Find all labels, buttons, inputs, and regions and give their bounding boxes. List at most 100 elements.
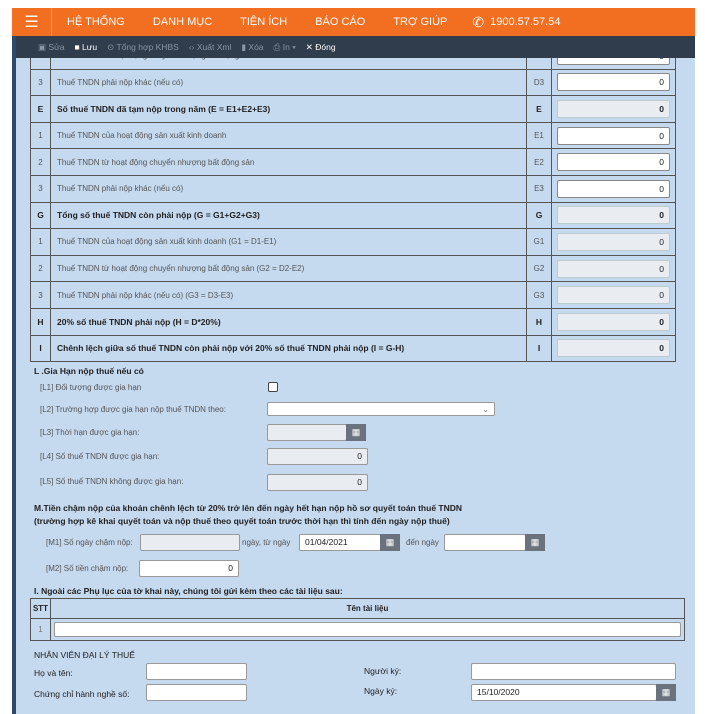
agent-name-label: Họ và tên: <box>34 668 73 678</box>
table-row: 2 Thuế TNDN từ hoạt động chuyển nhượng b… <box>30 148 676 176</box>
print-label: In <box>282 41 290 52</box>
menu-he-thong[interactable]: HỆ THỐNG <box>67 16 125 28</box>
calendar-icon[interactable]: ▦ <box>525 534 545 551</box>
code-icon: ‹› <box>188 42 195 52</box>
row-code: G <box>526 201 552 230</box>
to-date-input[interactable] <box>444 534 526 551</box>
export-xml-button[interactable]: ‹› Xuất Xml <box>189 42 232 52</box>
row-label: Thuế TNDN từ hoạt động chuyển nhượng bất… <box>50 148 527 176</box>
cert-input[interactable] <box>146 684 247 701</box>
calendar-icon[interactable]: ▦ <box>346 424 366 441</box>
phone-number: 1900.57.57.54 <box>490 16 561 28</box>
l3-label: [L3] Thời hạn được gia hạn: <box>40 428 140 437</box>
docs-title: I. Ngoài các Phụ lục của tờ khai này, ch… <box>34 586 343 596</box>
agent-name-input[interactable] <box>146 663 247 680</box>
row-value-input[interactable]: 0 <box>557 339 670 358</box>
row-label: Thuế TNDN phải nộp khác (nếu có) <box>50 174 527 203</box>
menu-tro-giup[interactable]: TRỢ GIÚP <box>393 16 448 28</box>
row-no: I <box>30 334 51 363</box>
row-value-input[interactable]: 0 <box>557 312 670 331</box>
calendar-icon[interactable]: ▦ <box>380 534 400 551</box>
chevron-down-icon: ⌄ <box>481 404 489 414</box>
row-value-input[interactable]: 0 <box>557 179 670 198</box>
row-value-input[interactable]: 0 <box>557 153 670 172</box>
sign-date-label: Ngày ký: <box>364 686 398 696</box>
m1-input[interactable] <box>140 534 240 551</box>
delete-button[interactable]: ▮ Xóa <box>241 42 263 53</box>
l5-input[interactable]: 0 <box>267 474 368 491</box>
col-stt: STT <box>30 598 51 619</box>
row-code: E2 <box>526 148 552 176</box>
row-no: 3 <box>30 174 51 203</box>
row-code: D3 <box>526 68 552 97</box>
table-row: H 20% số thuế TNDN phải nộp (H = D*20%) … <box>30 307 676 336</box>
menu-tien-ich[interactable]: TIỆN ÍCH <box>240 16 288 28</box>
row-value-input[interactable]: 0 <box>557 99 670 118</box>
save-icon: ■ <box>74 42 80 52</box>
menu-danh-muc[interactable]: DANH MỤC <box>152 16 213 28</box>
row-code: E <box>526 95 552 123</box>
table-row: 3 Thuế TNDN phải nộp khác (nếu có) E3 0 <box>30 174 676 203</box>
m1-label: [M1] Số ngày chậm nộp: <box>46 538 133 547</box>
doc-name-input[interactable] <box>54 622 681 637</box>
l1-checkbox[interactable] <box>268 382 278 392</box>
menu-bao-cao[interactable]: BÁO CÁO <box>315 16 366 28</box>
caret-down-icon: ▾ <box>292 41 296 52</box>
calendar-icon[interactable]: ▦ <box>656 684 676 701</box>
from-date-input[interactable]: 01/04/2021 <box>299 534 381 551</box>
table-row: 3 Thuế TNDN phải nộp khác (nếu có) (G3 =… <box>30 281 676 309</box>
hamburger-menu-icon[interactable]: ☰ <box>12 8 52 36</box>
row-code: I <box>526 334 552 363</box>
print-button[interactable]: ⎙ In ▾ <box>274 42 296 53</box>
save-button[interactable]: ■ Lưu <box>75 42 98 52</box>
sign-date-input[interactable]: 15/10/2020 <box>471 684 657 701</box>
row-value-input[interactable]: 0 <box>557 206 670 225</box>
close-label: Đóng <box>315 41 336 52</box>
row-code: G3 <box>526 281 552 309</box>
table-row: 3 Thuế TNDN phải nộp khác (nếu có) D3 0 <box>30 68 676 97</box>
row-label: Số thuế TNDN đã tạm nộp trong năm (E = E… <box>50 95 527 123</box>
l5-label: [L5] Số thuế TNDN không được gia hạn: <box>40 477 184 486</box>
l1-label: [L1] Đối tượng được gia hạn <box>40 383 142 392</box>
row-label: Thuế TNDN từ hoạt động chuyển nhượng bất… <box>50 254 527 283</box>
doc-row-no: 1 <box>30 618 51 641</box>
row-value-input[interactable]: 0 <box>557 286 670 305</box>
row-no: 3 <box>30 68 51 97</box>
to-label: đến ngày <box>406 538 439 547</box>
l4-input[interactable]: 0 <box>267 448 368 465</box>
summary-label: Tổng hợp KHBS <box>116 41 179 52</box>
row-value-input[interactable]: 0 <box>557 73 670 92</box>
row-no: 2 <box>30 254 51 283</box>
row-value-input[interactable]: 0 <box>557 126 670 145</box>
row-value-input[interactable]: 0 <box>557 259 670 278</box>
row-no: 1 <box>30 121 51 150</box>
toolbar: ▣ Sửa ■ Lưu ⊙ Tổng hợp KHBS ‹› Xuất Xml … <box>16 36 695 58</box>
agent-title: NHÂN VIÊN ĐẠI LÝ THUẾ <box>34 650 135 660</box>
table-row: 1 Thuế TNDN của hoạt động sản xuất kinh … <box>30 121 676 150</box>
table-row: G Tổng số thuế TNDN còn phải nộp (G = G1… <box>30 201 676 230</box>
docs-table: STT Tên tài liệu 1 <box>30 598 685 641</box>
row-code: E3 <box>526 174 552 203</box>
edit-button[interactable]: ▣ Sửa <box>38 42 65 53</box>
signer-label: Người ký: <box>364 666 402 676</box>
row-code: G2 <box>526 254 552 283</box>
save-label: Lưu <box>82 42 98 52</box>
m2-input[interactable]: 0 <box>139 560 239 577</box>
phone-icon: ✆ <box>472 13 485 30</box>
table-row: E Số thuế TNDN đã tạm nộp trong năm (E =… <box>30 95 676 123</box>
row-code: G1 <box>526 228 552 256</box>
l2-label: [L2] Trường hợp được gia hạn nộp thuế TN… <box>40 405 226 414</box>
summary-icon: ⊙ <box>107 41 115 52</box>
row-code: H <box>526 307 552 336</box>
table-row: 1 Thuế TNDN của hoạt động sản xuất kinh … <box>30 228 676 256</box>
row-label: Thuế TNDN của hoạt động sản xuất kinh do… <box>50 121 527 150</box>
edit-icon: ▣ <box>38 41 47 52</box>
signer-input[interactable] <box>471 663 676 680</box>
row-value-input[interactable]: 0 <box>557 232 670 251</box>
section-m-subtitle: (trường hợp kê khai quyết toán và nộp th… <box>34 516 450 526</box>
l2-select[interactable]: ⌄ <box>267 402 495 416</box>
summary-button[interactable]: ⊙ Tổng hợp KHBS <box>107 42 179 53</box>
edit-label: Sửa <box>48 41 65 52</box>
l3-date-input[interactable] <box>267 424 347 441</box>
close-button[interactable]: ✕ Đóng <box>306 42 336 53</box>
